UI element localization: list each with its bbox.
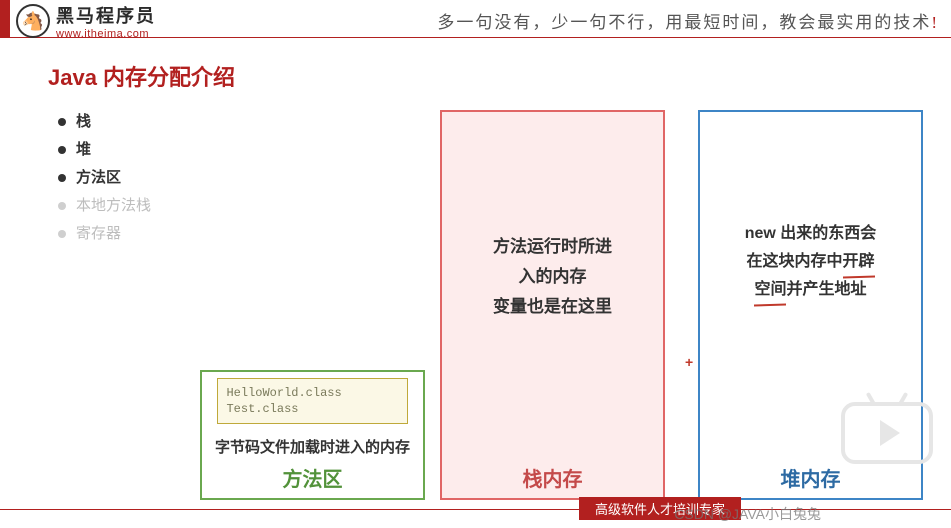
slogan-text: 多一句没有，少一句不行，用最短时间，教会最实用的技术: [437, 13, 931, 32]
method-area-label: 方法区: [283, 463, 343, 492]
stack-desc-line2: 入的内存: [442, 262, 663, 292]
heap-underline-1: 开辟: [843, 248, 875, 276]
bullet-method: 方法区: [58, 164, 151, 192]
heap-desc-line2: 在这块内存中开辟: [714, 248, 907, 276]
heap-kw-new: new: [745, 225, 776, 242]
heap-label: 堆内存: [781, 463, 841, 492]
slogan-exclaim: !: [931, 13, 939, 32]
heap-underline-2: 空间: [754, 276, 786, 304]
stack-desc-line3: 变量也是在这里: [442, 292, 663, 322]
heap-line2a: 在这块内存中: [746, 253, 842, 270]
method-area-box: HelloWorld.class Test.class 字节码文件加载时进入的内…: [200, 370, 425, 500]
stack-desc-line1: 方法运行时所进: [442, 232, 663, 262]
memory-kind-list: 栈 堆 方法区 本地方法栈 寄存器: [58, 108, 151, 248]
bullet-register: 寄存器: [58, 220, 151, 248]
brand-logo: 🐴 黑马程序员 www.itheima.com: [16, 2, 156, 40]
class-file-1: HelloWorld.class: [226, 385, 398, 401]
header: 🐴 黑马程序员 www.itheima.com 多一句没有，少一句不行，用最短时…: [10, 0, 951, 38]
heap-line3b: 并产生地址: [787, 281, 867, 298]
method-area-caption: 字节码文件加载时进入的内存: [215, 436, 410, 457]
bullet-native: 本地方法栈: [58, 192, 151, 220]
bullet-stack: 栈: [58, 108, 151, 136]
class-file-2: Test.class: [226, 401, 398, 417]
bullet-heap: 堆: [58, 136, 151, 164]
stack-description: 方法运行时所进 入的内存 变量也是在这里: [442, 232, 663, 322]
heap-desc-line1: new 出来的东西会: [714, 220, 907, 248]
header-slogan: 多一句没有，少一句不行，用最短时间，教会最实用的技术!: [437, 8, 939, 33]
brand-name: 黑马程序员: [56, 2, 156, 28]
page-title: Java 内存分配介绍: [48, 60, 235, 92]
brand-url: www.itheima.com: [56, 28, 156, 40]
heap-desc-line3: 空间并产生地址: [714, 276, 907, 304]
video-play-icon[interactable]: [841, 402, 933, 464]
heap-plus-mark: +: [685, 354, 693, 370]
stack-box: 方法运行时所进 入的内存 变量也是在这里 栈内存: [440, 110, 665, 500]
header-accent-bar: [0, 0, 10, 38]
heap-line1-rest: 出来的东西会: [776, 225, 876, 242]
play-triangle-icon: [880, 420, 900, 446]
watermark-text: CSDN @JAVA小白兔兔: [674, 504, 821, 524]
horse-icon: 🐴: [16, 4, 50, 38]
stack-label: 栈内存: [523, 463, 583, 492]
class-file-list: HelloWorld.class Test.class: [217, 378, 407, 424]
heap-description: new 出来的东西会 在这块内存中开辟 空间并产生地址: [700, 220, 921, 304]
